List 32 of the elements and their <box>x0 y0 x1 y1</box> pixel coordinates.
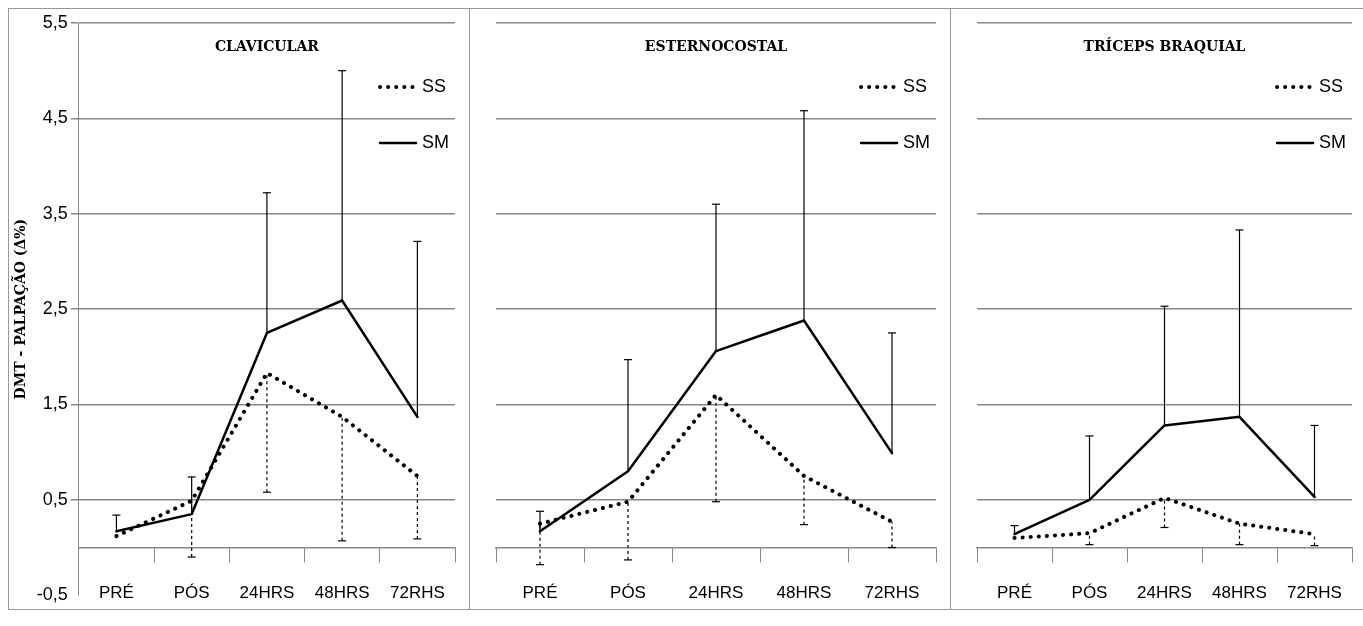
x-tick-label: PRÉ <box>98 583 134 603</box>
x-tick-label: PÓS <box>610 583 646 603</box>
y-tick-label: 4,5 <box>42 107 68 128</box>
x-tick-label: 48HRS <box>776 583 832 603</box>
x-tick-label: 24HRS <box>239 583 295 603</box>
x-tick-label: 48HRS <box>1212 583 1267 603</box>
legend-label: SM <box>903 131 930 152</box>
y-tick-label: 2,5 <box>42 298 68 319</box>
legend-label: SS <box>903 75 928 96</box>
y-tick-label: 5,5 <box>42 11 68 32</box>
x-tick-label: PÓS <box>1071 583 1108 603</box>
legend-label: SS <box>1319 75 1344 96</box>
legend-label: SM <box>1319 131 1346 152</box>
x-tick-label: 48HRS <box>314 583 370 603</box>
y-tick-label: 1,5 <box>42 393 68 414</box>
x-tick-label: PRÉ <box>997 583 1032 603</box>
text: ESTERNOCOSTAL <box>644 37 788 54</box>
x-tick-label: 72RHS <box>864 583 920 603</box>
x-tick-label: 72RHS <box>1287 583 1342 603</box>
x-tick-label: PRÉ <box>522 583 558 603</box>
y-tick-label: 3,5 <box>42 202 68 223</box>
text: CLAVICULAR <box>214 37 320 54</box>
legend-label: SM <box>422 131 449 152</box>
x-tick-label: 72RHS <box>389 583 445 603</box>
legend-label: SS <box>422 75 447 96</box>
x-tick-label: 24HRS <box>688 583 744 603</box>
y-axis-title: DMT - PALPAÇÃO (Δ%) <box>10 218 29 400</box>
x-tick-label: PÓS <box>173 583 210 603</box>
text: TRÍCEPS BRAQUIAL <box>1083 36 1246 54</box>
y-tick-label: -0,5 <box>36 584 68 605</box>
x-tick-label: 24HRS <box>1137 583 1192 603</box>
y-tick-label: 0,5 <box>42 488 68 509</box>
